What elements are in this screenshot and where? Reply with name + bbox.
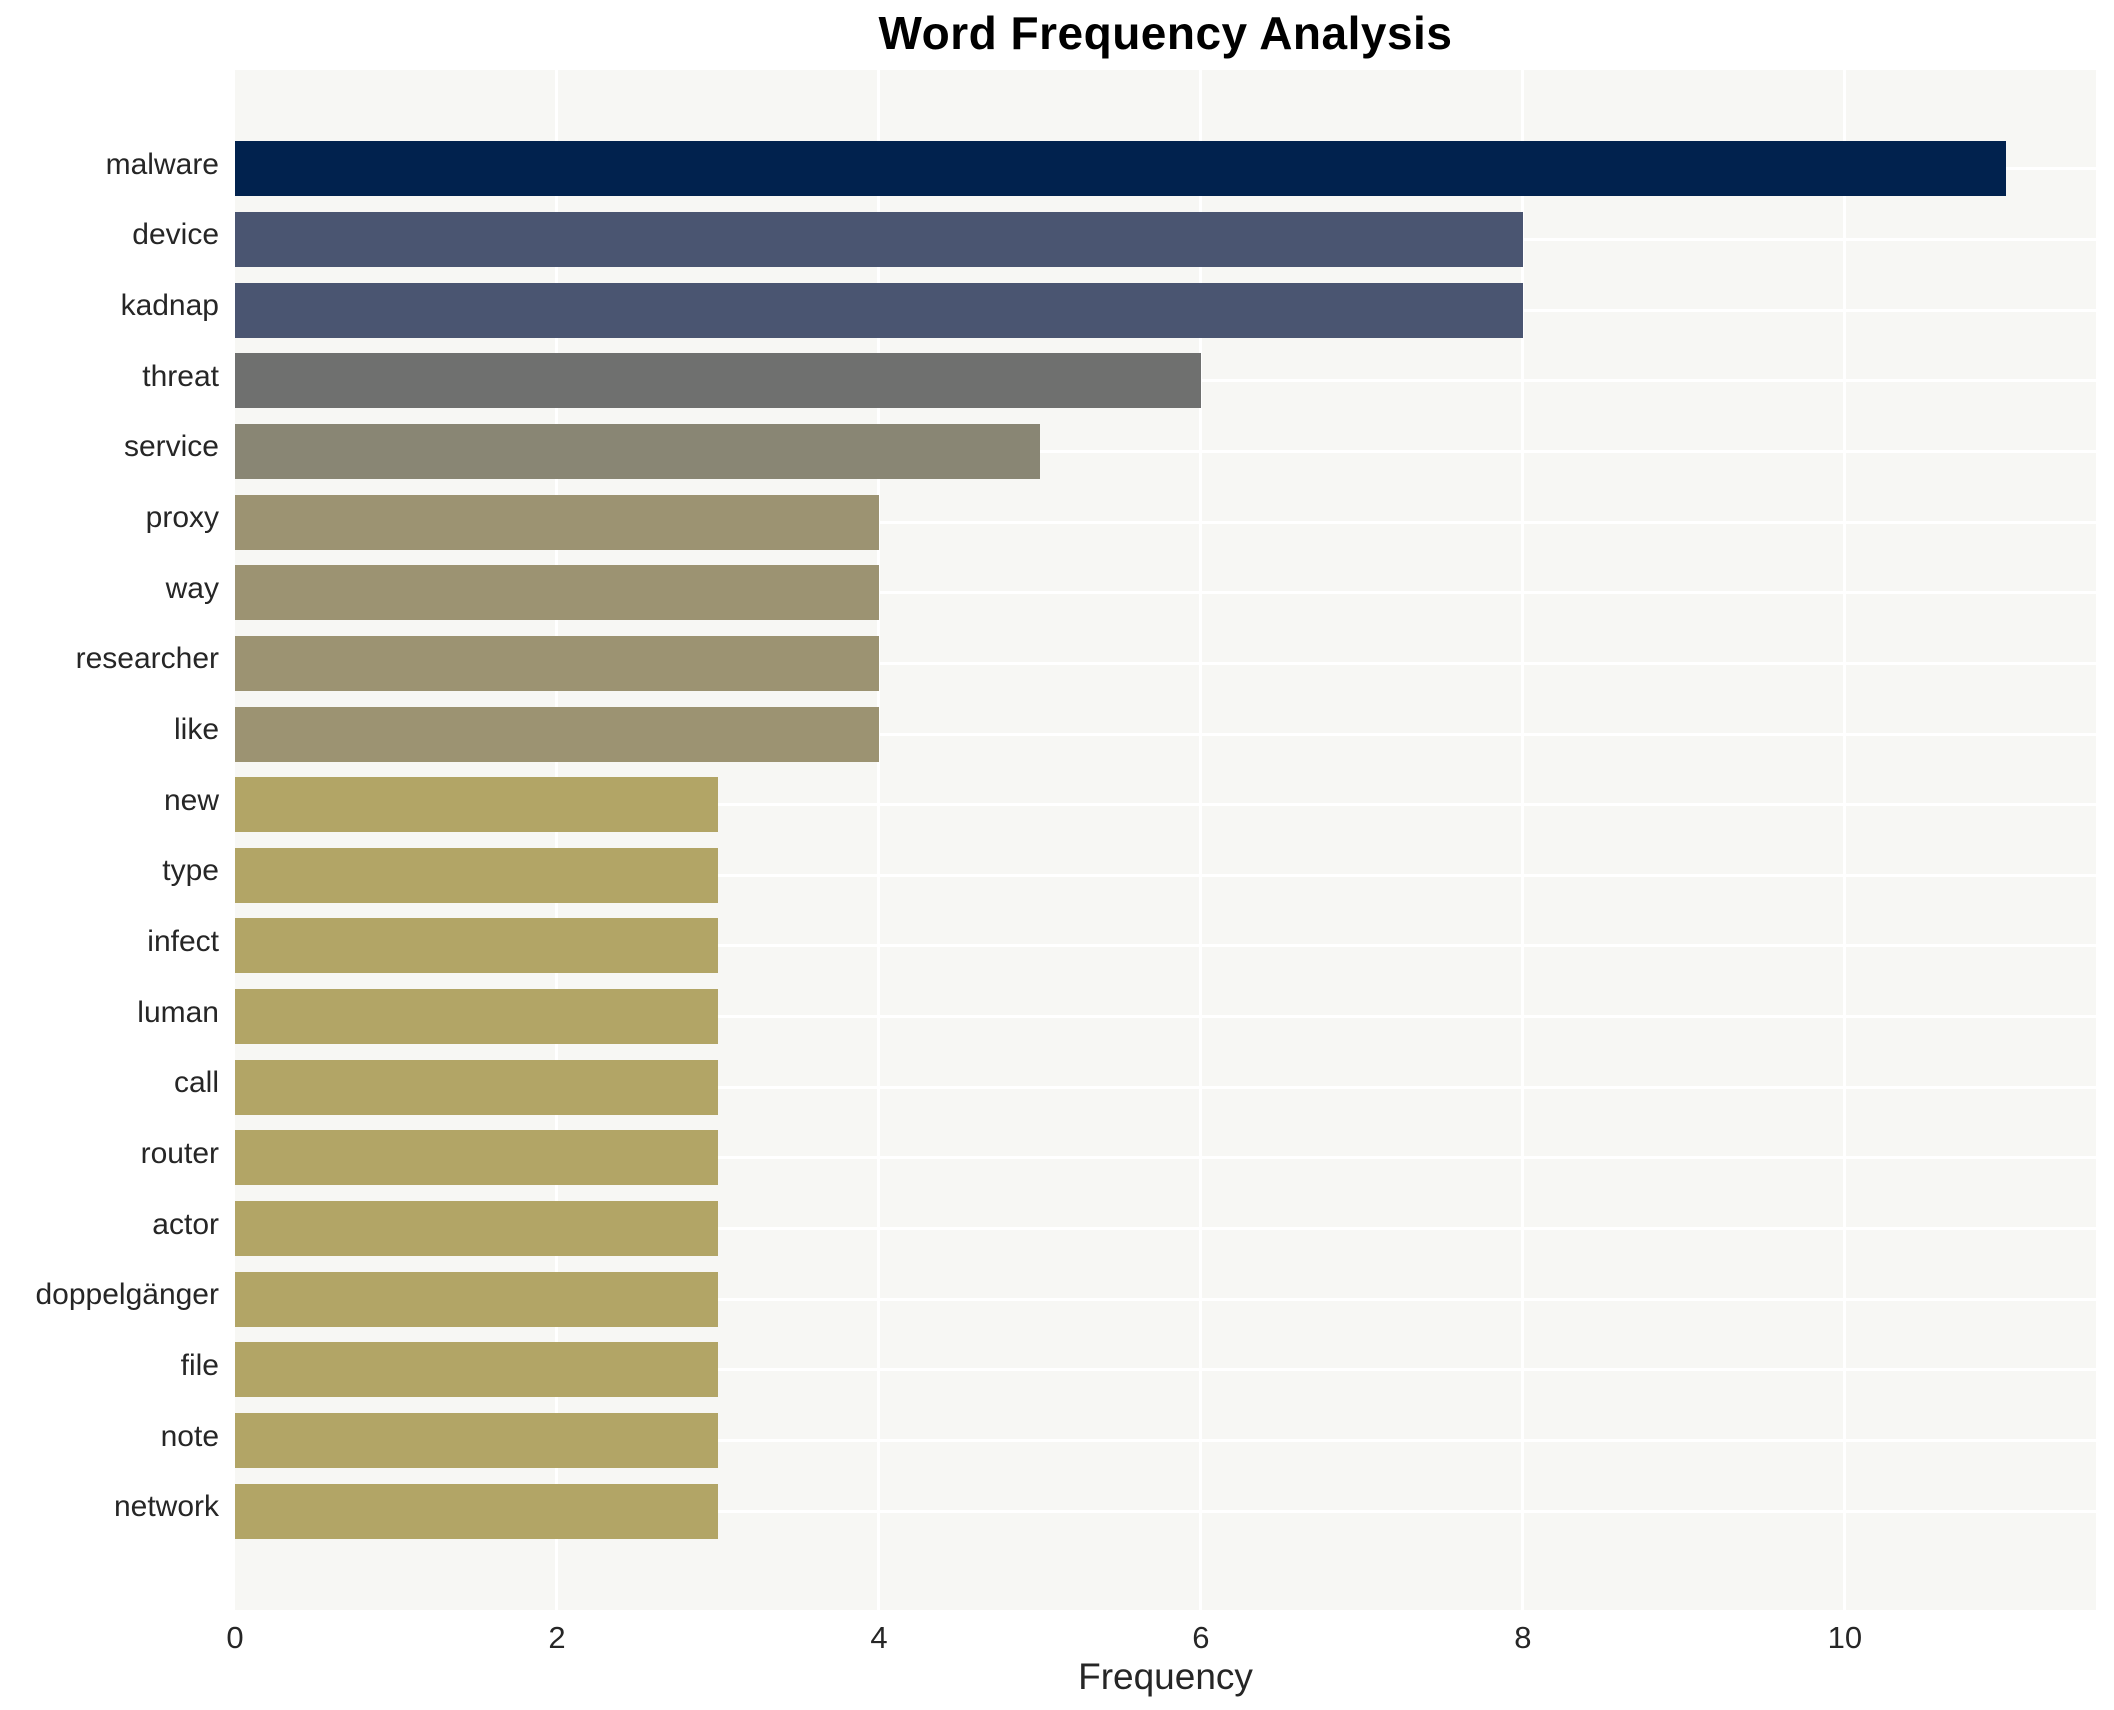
horizontal-gridline <box>235 1015 2096 1019</box>
bar-network <box>235 1483 718 1539</box>
horizontal-gridline <box>235 1297 2096 1301</box>
horizontal-gridline <box>235 1085 2096 1089</box>
bar-router <box>235 1130 718 1186</box>
x-tick-label-6: 6 <box>1192 1620 1210 1655</box>
horizontal-gridline <box>235 873 2096 877</box>
bar-type <box>235 847 718 903</box>
horizontal-gridline <box>235 732 2096 736</box>
category-label-device: device <box>132 218 219 252</box>
category-label-actor: actor <box>152 1207 219 1241</box>
category-label-threat: threat <box>142 359 219 393</box>
category-label-researcher: researcher <box>75 642 219 676</box>
bar-doppelgänger <box>235 1271 718 1327</box>
category-label-file: file <box>180 1348 219 1382</box>
horizontal-gridline <box>235 1509 2096 1513</box>
horizontal-gridline <box>235 591 2096 595</box>
category-label-kadnap: kadnap <box>120 289 219 323</box>
horizontal-gridline <box>235 1156 2096 1160</box>
x-tick-label-8: 8 <box>1514 1620 1532 1655</box>
category-label-malware: malware <box>105 147 219 181</box>
horizontal-gridline <box>235 1439 2096 1443</box>
horizontal-gridline <box>235 944 2096 948</box>
chart-title: Word Frequency Analysis <box>878 7 1453 59</box>
vertical-gridline <box>1843 70 1847 1610</box>
bar-note <box>235 1413 718 1469</box>
bar-device <box>235 211 1523 267</box>
vertical-gridline <box>1521 70 1525 1610</box>
bar-like <box>235 706 879 762</box>
plot-area <box>235 70 2096 1610</box>
category-label-type: type <box>162 854 219 888</box>
category-label-infect: infect <box>147 924 219 958</box>
bar-file <box>235 1342 718 1398</box>
bar-proxy <box>235 494 879 550</box>
category-label-note: note <box>160 1419 219 1453</box>
x-axis-label: Frequency <box>1078 1656 1253 1697</box>
category-label-proxy: proxy <box>145 501 219 535</box>
bar-infect <box>235 918 718 974</box>
x-tick-label-4: 4 <box>870 1620 888 1655</box>
horizontal-gridline <box>235 661 2096 665</box>
vertical-gridline <box>555 70 559 1610</box>
bar-service <box>235 423 1040 479</box>
category-label-luman: luman <box>137 995 219 1029</box>
x-tick-label-2: 2 <box>548 1620 566 1655</box>
x-tick-label-0: 0 <box>226 1620 244 1655</box>
category-label-way: way <box>165 571 219 605</box>
category-label-service: service <box>123 430 219 464</box>
category-label-new: new <box>163 783 219 817</box>
horizontal-gridline <box>235 803 2096 807</box>
bar-researcher <box>235 635 879 691</box>
bar-threat <box>235 353 1201 409</box>
bar-way <box>235 565 879 621</box>
bar-malware <box>235 141 2006 197</box>
horizontal-gridline <box>235 1368 2096 1372</box>
horizontal-gridline <box>235 520 2096 524</box>
horizontal-gridline <box>235 449 2096 453</box>
category-label-network: network <box>113 1490 219 1524</box>
bar-call <box>235 1059 718 1115</box>
category-label-router: router <box>140 1136 219 1170</box>
bar-actor <box>235 1201 718 1257</box>
bar-new <box>235 777 718 833</box>
category-label-doppelgänger: doppelgänger <box>35 1278 219 1312</box>
category-label-call: call <box>173 1066 219 1100</box>
bar-kadnap <box>235 282 1523 338</box>
bar-luman <box>235 989 718 1045</box>
vertical-gridline <box>877 70 881 1610</box>
vertical-gridline <box>1199 70 1203 1610</box>
x-tick-label-10: 10 <box>1827 1620 1863 1655</box>
horizontal-gridline <box>235 1227 2096 1231</box>
category-label-like: like <box>173 713 219 747</box>
